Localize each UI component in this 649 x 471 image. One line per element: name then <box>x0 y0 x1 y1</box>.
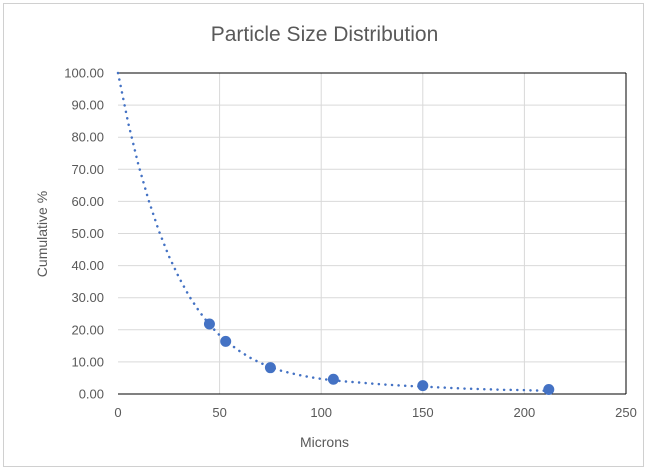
data-points <box>203 318 555 396</box>
y-tick-label: 80.00 <box>71 130 104 145</box>
x-tick-label: 50 <box>212 405 226 420</box>
data-point <box>327 373 339 385</box>
data-point <box>543 384 555 396</box>
y-tick-label: 60.00 <box>71 194 104 209</box>
data-point <box>203 318 215 330</box>
x-tick-label: 100 <box>310 405 332 420</box>
y-tick-label: 70.00 <box>71 162 104 177</box>
x-tick-label: 250 <box>615 405 637 420</box>
x-axis-title: Microns <box>299 434 349 450</box>
chart-title: Particle Size Distribution <box>210 23 439 46</box>
y-tick-label: 10.00 <box>71 354 104 369</box>
data-point <box>264 362 276 374</box>
x-tick-label: 0 <box>114 405 121 420</box>
y-tick-label: 50.00 <box>71 226 104 241</box>
y-tick-label: 20.00 <box>71 322 104 337</box>
data-point <box>417 380 429 392</box>
data-point <box>220 335 232 347</box>
x-tick-label: 150 <box>412 405 434 420</box>
y-tick-label: 30.00 <box>71 290 104 305</box>
axes <box>118 72 627 395</box>
gridlines <box>118 72 627 394</box>
trendline-layer <box>116 71 546 393</box>
y-tick-label: 90.00 <box>71 98 104 113</box>
trendline <box>116 71 546 393</box>
x-tick-label: 200 <box>514 405 536 420</box>
y-tick-label: 100.00 <box>64 66 104 81</box>
y-tick-label: 40.00 <box>71 258 104 273</box>
y-tick-label: 0.00 <box>79 387 104 402</box>
tick-labels: 0.00 10.00 20.00 30.00 40.00 50.00 60.00 70.00 8… <box>64 66 637 421</box>
